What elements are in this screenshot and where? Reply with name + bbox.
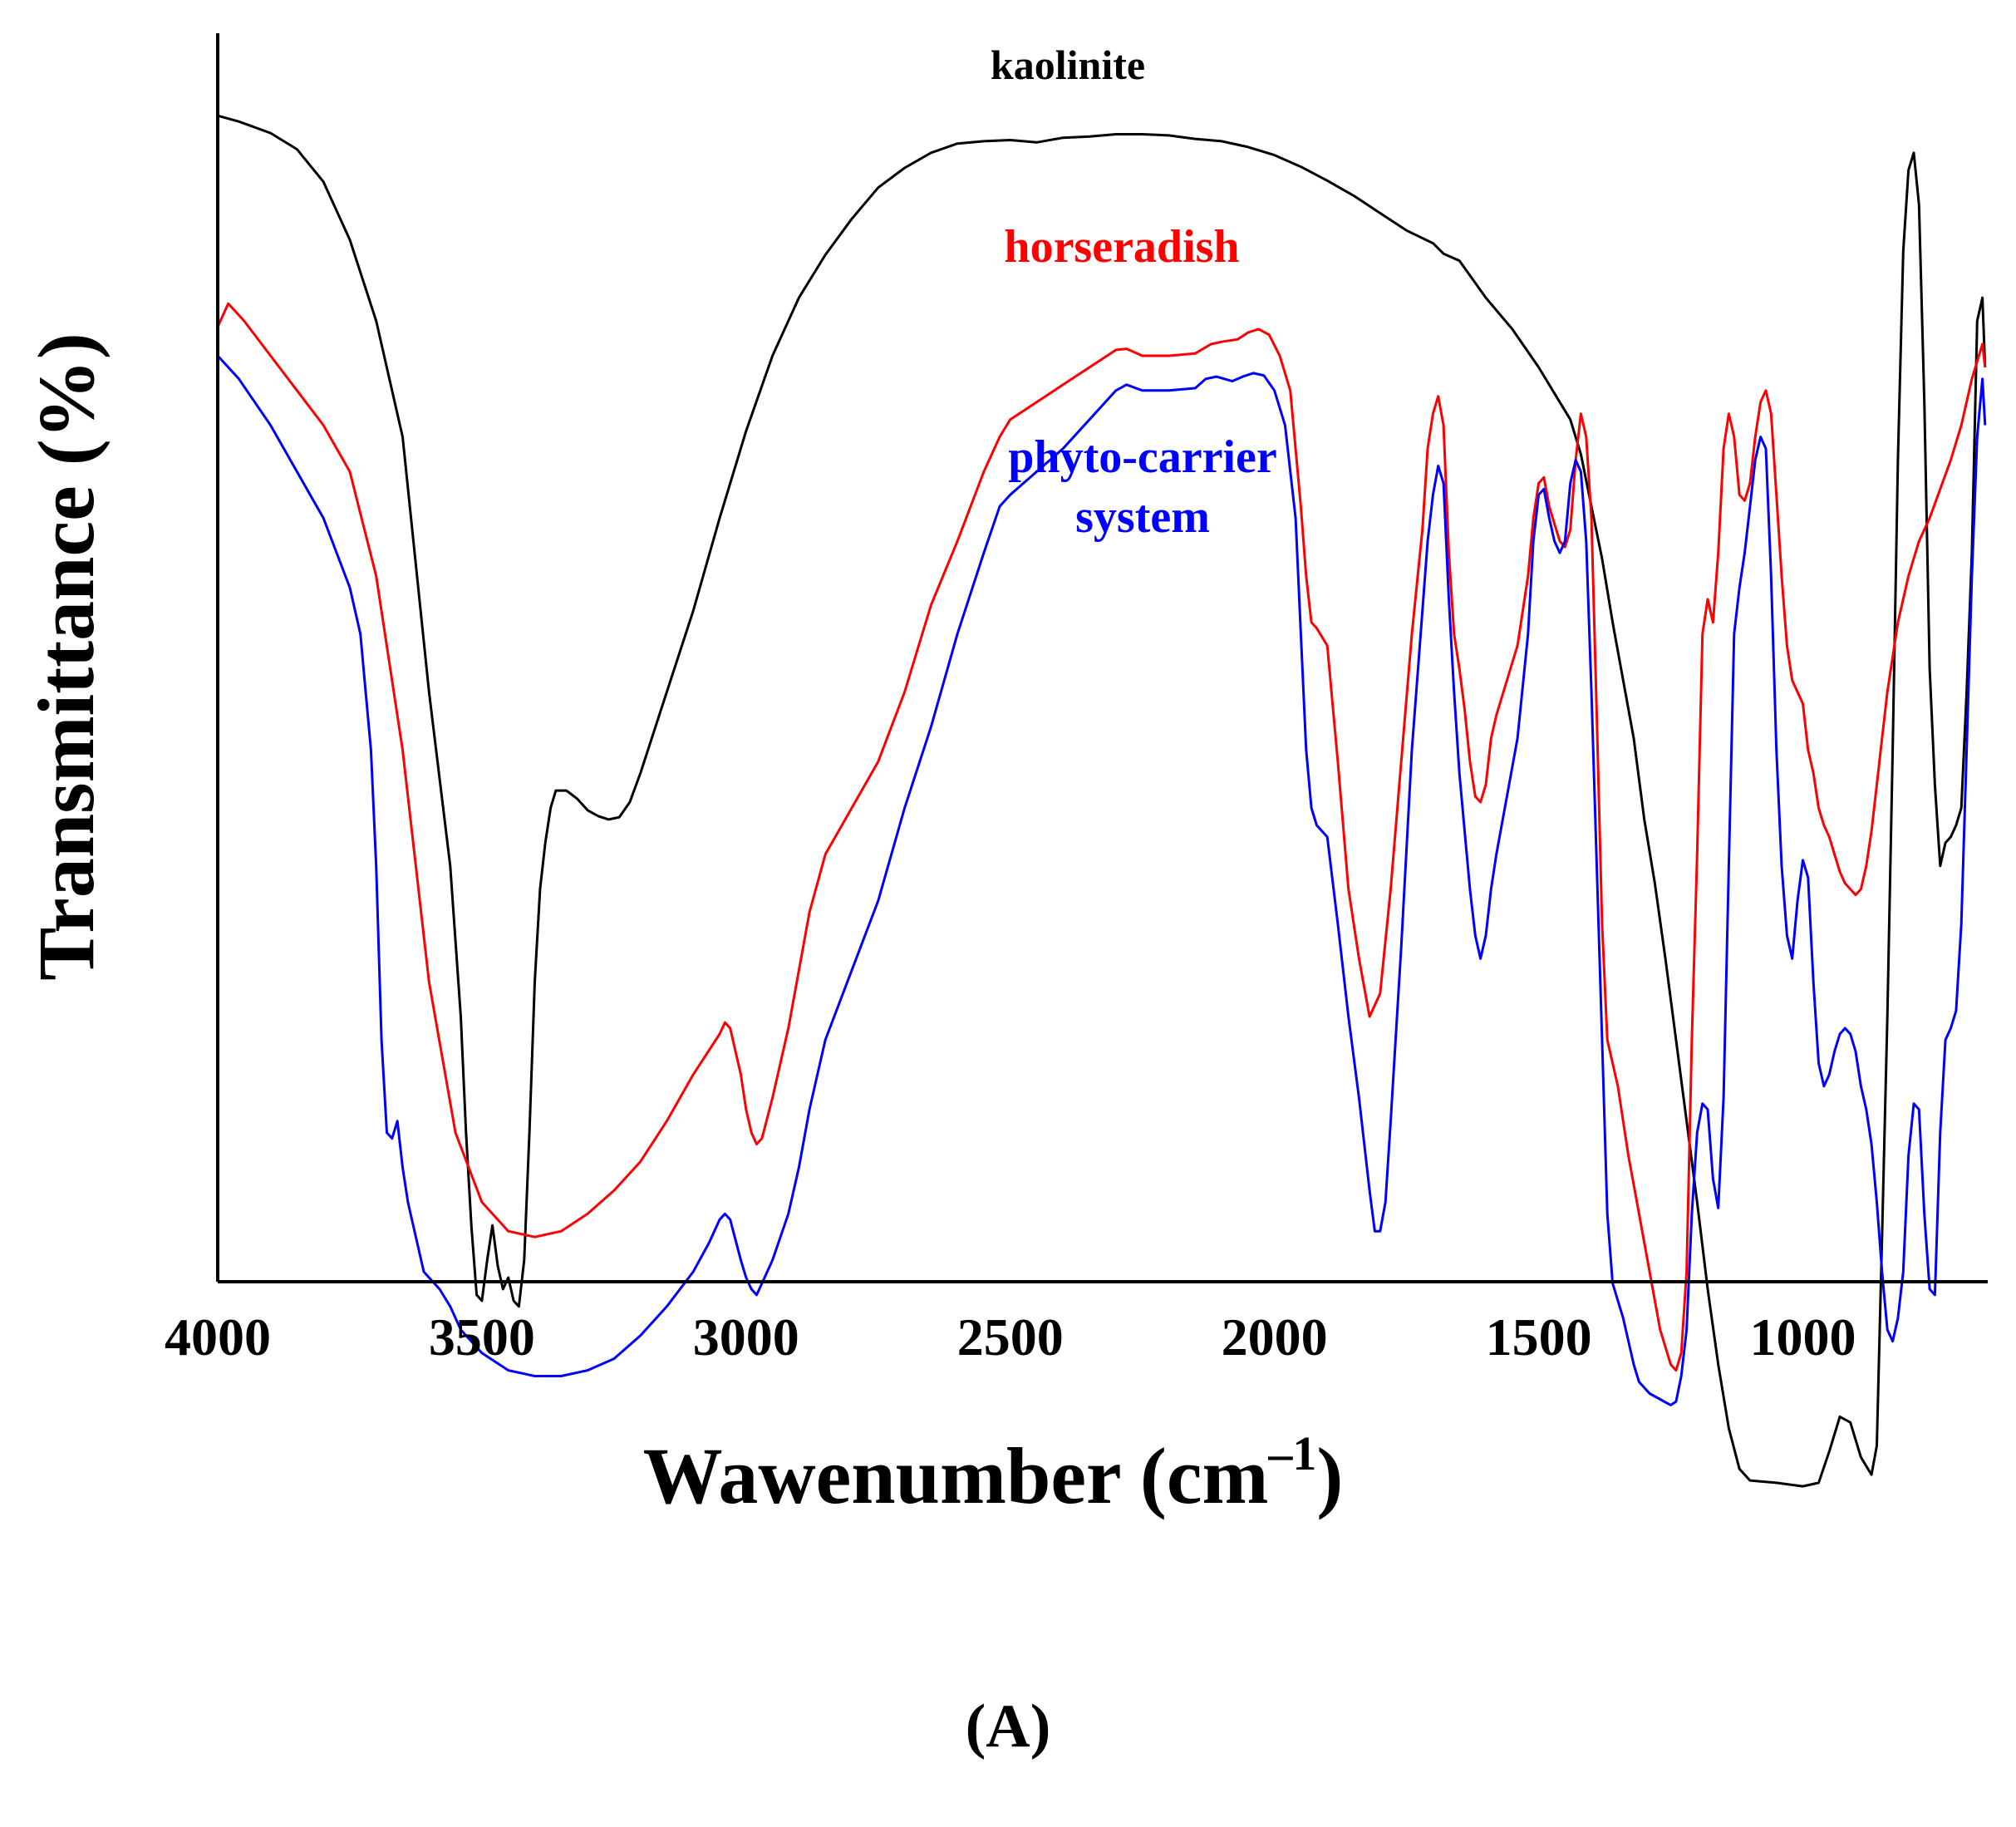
series-line-kaolinite	[217, 114, 1987, 1488]
y-axis-title: Transmittance (%)	[22, 332, 111, 980]
series-label-line: kaolinite	[991, 42, 1145, 88]
x-tick-label: 3500	[429, 1307, 535, 1367]
axes-layer	[216, 33, 1988, 1283]
series-line-phyto-carrier-system	[216, 354, 1987, 1406]
x-axis-title-text: Wawenumber (cm	[643, 1431, 1269, 1520]
x-tick-labels: 4000 3500 3000 2500 2000 1500 1000	[165, 1307, 1856, 1367]
series-label-line: horseradish	[1004, 221, 1239, 273]
x-tick-label: 4000	[165, 1307, 271, 1367]
x-tick-label: 1500	[1486, 1307, 1592, 1367]
x-axis-title-superscript: –1	[1267, 1426, 1316, 1480]
series-labels: kaolinite horseradish phyto-carrier system	[991, 42, 1277, 543]
x-tick-label: 3000	[693, 1307, 799, 1367]
x-tick-label: 2500	[957, 1307, 1064, 1367]
x-tick-label: 2000	[1222, 1307, 1328, 1367]
series-layer	[216, 114, 1987, 1488]
x-axis-title-close: )	[1316, 1431, 1343, 1520]
series-label-kaolinite: kaolinite	[991, 42, 1145, 88]
series-line-horseradish	[216, 302, 1987, 1372]
series-label-phyto-carrier-system: phyto-carrier system	[1008, 431, 1276, 543]
panel-label: (A)	[965, 1692, 1051, 1761]
x-axis-title: Wawenumber (cm–1)	[643, 1426, 1344, 1520]
series-label-line: phyto-carrier	[1008, 431, 1276, 483]
x-tick-label: 1000	[1750, 1307, 1856, 1367]
series-label-line: system	[1075, 491, 1210, 543]
series-label-horseradish: horseradish	[1004, 221, 1239, 273]
